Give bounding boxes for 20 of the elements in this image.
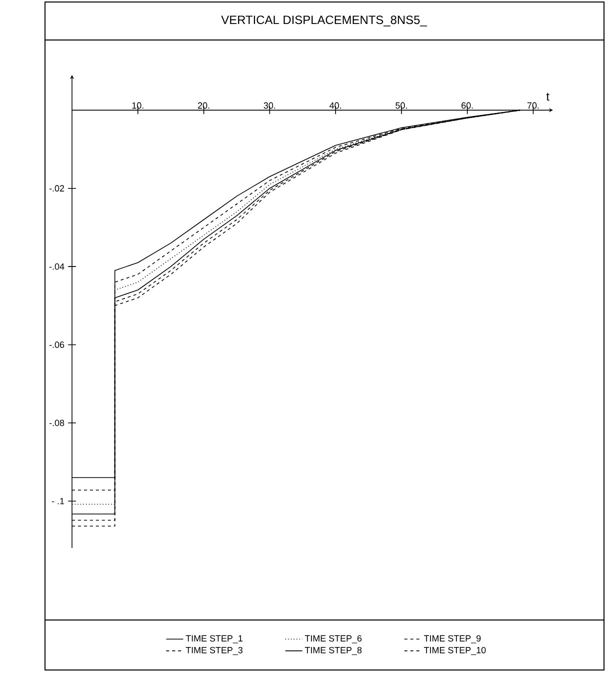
x-tick-label: 30. — [264, 102, 276, 109]
x-axis-title: t — [546, 92, 550, 101]
legend-label: TIME STEP_8 — [304, 646, 362, 655]
x-tick-label: 60. — [462, 102, 473, 109]
x-tick-label: 20. — [198, 102, 210, 109]
x-tick-label: 70. — [527, 102, 539, 109]
x-tick-label: 40. — [330, 102, 341, 109]
legend-label: TIME STEP_9 — [424, 635, 481, 644]
x-tick-label: 50. — [396, 102, 407, 109]
y-tick-label: -.06 — [49, 342, 64, 348]
legend-label: TIME STEP_1 — [186, 635, 242, 644]
y-tick-label: -.04 — [49, 263, 64, 270]
legend-label: TIME STEP_6 — [304, 635, 362, 644]
legend-label: TIME STEP_10 — [424, 646, 486, 655]
chart-title: VERTICAL DISPLACEMENTS_8NS5_ — [221, 16, 427, 26]
legend-label: TIME STEP_3 — [186, 646, 242, 655]
y-tick-label: -.08 — [49, 420, 64, 426]
x-tick-label: 10. — [132, 102, 144, 109]
y-tick-label: -.02 — [49, 185, 64, 192]
y-tick-label: - .1 — [52, 498, 64, 504]
